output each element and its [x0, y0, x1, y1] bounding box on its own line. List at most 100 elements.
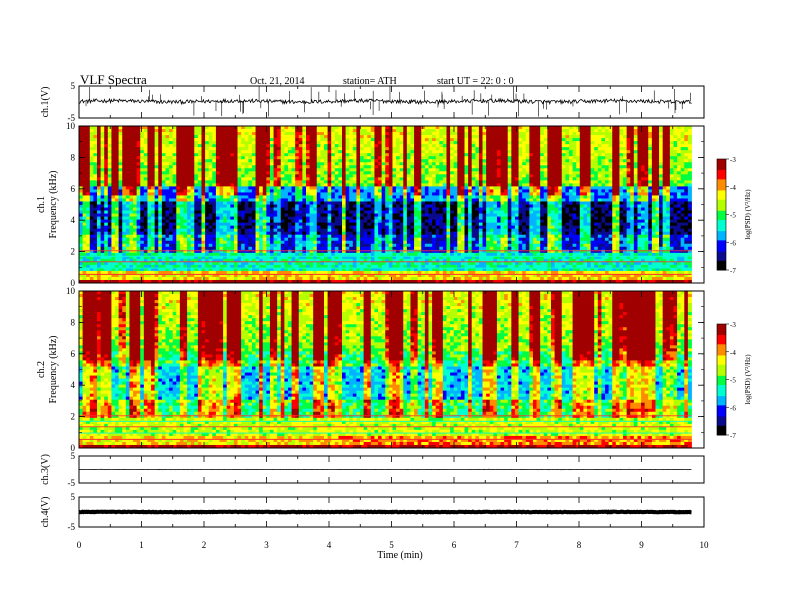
spectrogram-cell [194, 141, 199, 145]
spectrogram-cell [302, 249, 307, 254]
spectrogram-cell [370, 228, 375, 233]
spectrogram-cell [363, 147, 368, 151]
spectrogram-cell [381, 174, 386, 178]
spectrogram-cell [338, 153, 343, 157]
spectrogram-cell [338, 216, 343, 220]
spectrogram-cell [190, 237, 195, 242]
spectrogram-cell [233, 165, 238, 169]
spectrogram-cell [125, 201, 130, 205]
spectrogram-cell [82, 153, 87, 157]
spectrogram-cell [385, 159, 390, 163]
spectrogram-cell [305, 192, 310, 196]
spectrogram-cell [291, 138, 296, 142]
spectrogram-cell [93, 228, 98, 233]
spectrogram-cell [360, 135, 365, 139]
spectrogram-cell [320, 183, 325, 187]
spectrogram-cell [165, 192, 170, 196]
spectrogram-cell [161, 264, 166, 269]
spectrogram-cell [237, 270, 242, 275]
spectrogram-cell [230, 240, 235, 245]
spectrogram-cell [201, 246, 206, 251]
spectrogram-cell [324, 165, 328, 169]
spectrogram-cell [194, 195, 199, 199]
spectrogram-cell [147, 204, 152, 208]
spectrogram-cell [342, 234, 347, 239]
spectrogram-cell [233, 180, 238, 184]
spectrogram-cell [316, 135, 321, 139]
spectrogram-cell [320, 192, 325, 196]
spectrogram-cell [226, 237, 231, 242]
spectrogram-cell [172, 165, 177, 169]
spectrogram-cell [251, 171, 256, 175]
spectrogram-cell [187, 153, 192, 157]
spectrogram-cell [280, 192, 285, 196]
spectrogram-cell [97, 234, 102, 239]
spectrogram-cell [331, 249, 336, 254]
spectrogram-cell [396, 141, 401, 145]
spectrogram-cell [338, 138, 343, 142]
spectrogram-cell [237, 198, 242, 202]
spectrogram-cell [381, 165, 386, 169]
spectrogram-cell [176, 249, 181, 254]
spectrogram-cell [360, 207, 365, 211]
spectrogram-cell [244, 195, 249, 199]
spectrogram-cell [388, 240, 393, 245]
spectrogram-cell [205, 240, 210, 245]
spectrogram-cell [241, 210, 246, 214]
spectrogram-cell [244, 153, 249, 157]
spectrogram-cell [219, 279, 224, 284]
spectrogram-cell [370, 276, 375, 281]
spectrogram-cell [151, 213, 156, 217]
spectrogram-cell [403, 174, 408, 178]
spectrogram-cell [248, 141, 253, 145]
spectrogram-cell [327, 141, 332, 145]
spectrogram-cell [111, 231, 116, 236]
spectrogram-cell [233, 150, 238, 154]
spectrogram-cell [370, 189, 375, 193]
spectrogram-cell [320, 249, 325, 254]
spectrogram-cell [169, 237, 174, 242]
spectrogram-cell [97, 222, 102, 227]
spectrogram-cell [161, 249, 166, 254]
spectrogram-cell [147, 153, 152, 157]
spectrogram-cell [86, 210, 91, 214]
spectrogram-cell [176, 183, 181, 187]
spectrogram-cell [187, 231, 192, 236]
spectrogram-cell [79, 132, 83, 136]
spectrogram-cell [179, 165, 184, 169]
spectrogram-cell [237, 147, 242, 151]
spectrogram-cell [287, 162, 292, 166]
spectrogram-cell [334, 174, 339, 178]
spectrogram-cell [125, 264, 130, 269]
spectrogram-cell [151, 225, 156, 230]
spectrogram-cell [100, 228, 105, 233]
spectrogram-cell [287, 171, 292, 175]
spectrogram-cell [327, 273, 332, 278]
spectrogram-cell [97, 150, 102, 154]
spectrogram-cell [291, 147, 296, 151]
spectrogram-cell [147, 279, 152, 284]
spectrogram-cell [302, 198, 307, 202]
spectrogram-cell [352, 234, 357, 239]
spectrogram-cell [122, 141, 127, 145]
spectrogram-cell [205, 138, 210, 142]
spectrogram-cell [374, 243, 379, 248]
spectrogram-cell [226, 276, 231, 281]
spectrogram-cell [414, 171, 419, 175]
spectrogram-cell [392, 174, 397, 178]
spectrogram-cell [205, 183, 210, 187]
spectrogram-cell [115, 183, 120, 187]
spectrogram-cell [230, 234, 235, 239]
spectrogram-cell [385, 177, 390, 181]
spectrogram-cell [313, 159, 318, 163]
spectrogram-cell [79, 180, 83, 184]
spectrogram-cell [107, 135, 112, 139]
spectrogram-cell [349, 201, 354, 205]
spectrogram-cell [100, 270, 105, 275]
spectrogram-cell [385, 183, 390, 187]
spectrogram-cell [381, 276, 386, 281]
spectrogram-cell [100, 243, 105, 248]
spectrogram-cell [215, 276, 220, 281]
spectrogram-cell [201, 150, 206, 154]
spectrogram-cell [280, 240, 285, 245]
